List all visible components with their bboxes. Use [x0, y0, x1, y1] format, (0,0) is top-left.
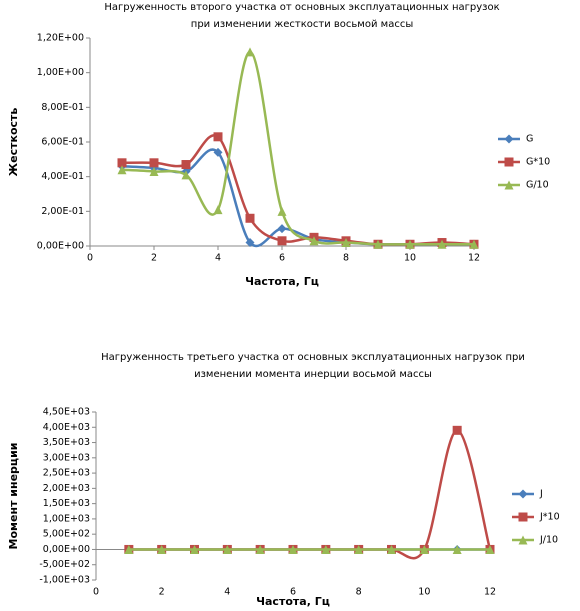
marker: [485, 544, 495, 554]
marker: [469, 239, 479, 249]
marker: [157, 544, 167, 554]
y-axis-title: Жесткость: [7, 108, 20, 177]
marker: [518, 489, 528, 499]
y-tick-label: 4,00E+03: [43, 422, 90, 433]
marker: [149, 158, 159, 168]
marker: [504, 134, 514, 144]
marker: [213, 132, 223, 142]
y-tick-label: 1,00E+03: [43, 513, 90, 524]
marker: [504, 157, 514, 167]
marker: [181, 160, 191, 170]
legend-label: G: [526, 134, 533, 145]
y-tick-label: 2,00E-01: [41, 206, 84, 217]
x-tick-label: 0: [93, 587, 99, 598]
x-tick-label: 8: [356, 587, 362, 598]
marker: [373, 239, 383, 249]
marker: [181, 170, 191, 180]
x-tick-label: 2: [159, 587, 165, 598]
marker: [437, 239, 447, 249]
series-line: [121, 148, 474, 248]
y-tick-label: 1,20E+00: [37, 33, 84, 44]
y-tick-label: 0,00E+00: [37, 241, 84, 252]
marker: [504, 180, 514, 190]
marker: [405, 239, 415, 249]
x-tick-label: 6: [290, 587, 296, 598]
legend-label: J*10: [539, 512, 560, 523]
y-tick-label: 1,50E+03: [43, 498, 90, 509]
marker: [213, 205, 223, 215]
y-tick-label: 2,00E+03: [43, 483, 90, 494]
series-line: [121, 50, 474, 246]
marker: [518, 535, 528, 545]
marker: [149, 166, 159, 176]
x-tick-label: 10: [418, 587, 430, 598]
legend-label: J: [539, 489, 543, 500]
x-tick-label: 10: [404, 253, 416, 264]
y-axis-title: Момент инерции: [7, 443, 20, 550]
y-tick-label: 4,50E+03: [43, 407, 90, 418]
marker: [213, 147, 223, 157]
marker: [354, 544, 364, 554]
marker: [452, 425, 462, 435]
y-tick-label: -5,00E+02: [39, 559, 90, 570]
y-tick-label: 5,00E+02: [43, 529, 90, 540]
marker: [190, 544, 199, 554]
x-tick-label: 4: [215, 253, 221, 264]
chart-title: Нагруженность второго участка от основны…: [104, 2, 499, 30]
y-tick-label: 0,00E+00: [43, 544, 90, 555]
marker: [387, 544, 396, 554]
y-tick-label: 4,00E-01: [41, 171, 84, 182]
x-tick-label: 6: [279, 253, 285, 264]
marker: [255, 544, 265, 554]
marker: [245, 213, 255, 223]
x-tick-label: 2: [151, 253, 157, 264]
y-tick-label: 3,50E+03: [43, 437, 90, 448]
marker: [277, 206, 287, 216]
series-line: [128, 429, 492, 560]
x-axis-title: Частота, Гц: [245, 275, 319, 288]
legend-label: J/10: [539, 535, 558, 546]
y-tick-label: 8,00E-01: [41, 102, 84, 113]
marker: [222, 544, 232, 554]
y-tick-label: 2,50E+03: [43, 468, 90, 479]
y-tick-label: 3,00E+03: [43, 452, 90, 463]
marker: [245, 47, 255, 57]
x-axis-title: Частота, Гц: [256, 595, 330, 608]
x-tick-label: 12: [468, 253, 480, 264]
marker: [288, 544, 298, 554]
marker: [245, 238, 255, 248]
legend-label: G*10: [526, 157, 550, 168]
marker: [452, 544, 462, 554]
marker: [117, 158, 127, 168]
x-tick-label: 0: [87, 253, 93, 264]
x-tick-label: 4: [224, 587, 230, 598]
series-line: [121, 133, 475, 246]
marker: [341, 238, 351, 248]
marker: [277, 236, 287, 246]
y-tick-label: 6,00E-01: [41, 137, 84, 148]
marker: [321, 544, 331, 554]
legend-label: G/10: [526, 180, 549, 191]
chart-title: Нагруженность третьего участка от основн…: [101, 352, 525, 380]
x-tick-label: 8: [343, 253, 349, 264]
marker: [419, 544, 429, 554]
marker: [117, 165, 127, 175]
marker: [277, 224, 287, 234]
y-tick-label: 1,00E+00: [37, 67, 84, 78]
y-tick-label: -1,00E+03: [39, 575, 90, 586]
marker: [309, 236, 319, 246]
x-tick-label: 12: [484, 587, 496, 598]
marker: [124, 544, 134, 554]
marker: [518, 512, 528, 522]
